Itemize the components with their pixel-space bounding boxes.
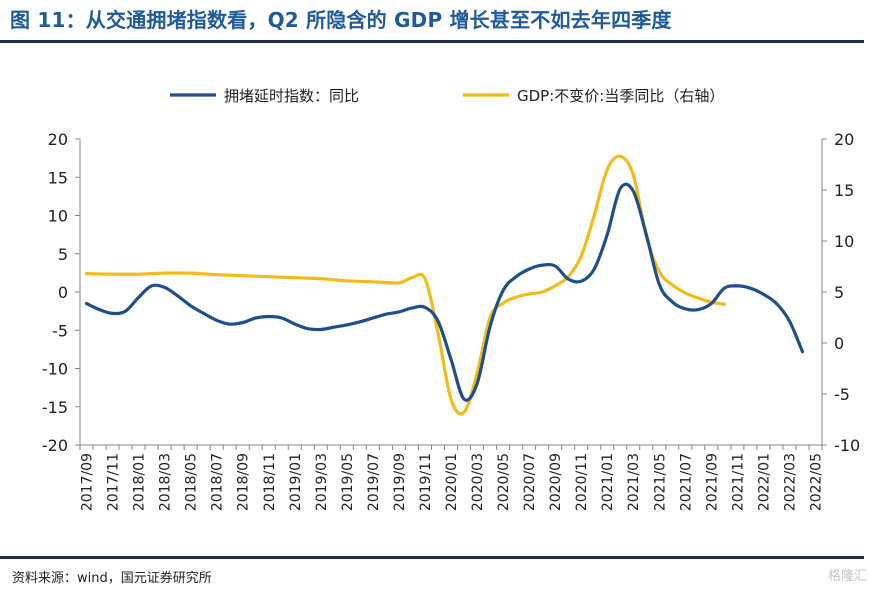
x-tick-label: 2020/03 — [470, 453, 486, 511]
right-tick-label: 5 — [834, 283, 844, 302]
left-tick-label: -10 — [42, 360, 68, 379]
left-tick-label: 15 — [48, 168, 68, 187]
x-tick-label: 2021/11 — [730, 453, 746, 511]
source-note: 资料来源：wind，国元证券研究所 — [12, 571, 212, 586]
right-tick-label: -5 — [834, 385, 850, 404]
x-tick-label: 2020/07 — [522, 453, 538, 511]
x-tick-label: 2019/11 — [418, 453, 434, 511]
x-tick-label: 2018/07 — [210, 453, 226, 511]
right-tick-label: 10 — [834, 232, 854, 251]
x-tick-label: 2020/11 — [574, 453, 590, 511]
chart-title: 图 11：从交通拥堵指数看，Q2 所隐含的 GDP 增长甚至不如去年四季度 — [10, 8, 672, 32]
x-tick-label: 2021/05 — [652, 453, 668, 511]
chart-legend: 拥堵延时指数：同比 GDP:不变价:当季同比（右轴） — [170, 87, 724, 105]
series-lines — [84, 154, 805, 416]
x-tick-label: 2022/01 — [756, 453, 772, 511]
watermark-logo: 格隆汇 — [827, 569, 867, 584]
x-tick-label: 2019/01 — [288, 453, 304, 511]
x-tick-label: 2017/09 — [80, 453, 96, 511]
legend-label: GDP:不变价:当季同比（右轴） — [517, 87, 724, 105]
x-tick-label: 2021/01 — [600, 453, 616, 511]
x-tick-label: 2019/07 — [366, 453, 382, 511]
left-tick-label: 10 — [48, 207, 68, 226]
left-tick-label: -20 — [42, 436, 68, 455]
right-tick-label: 20 — [834, 130, 854, 149]
x-tick-label: 2020/01 — [444, 453, 460, 511]
left-tick-label: -5 — [52, 321, 68, 340]
x-tick-label: 2022/03 — [782, 453, 798, 511]
x-tick-label: 2017/11 — [106, 453, 122, 511]
series-line-gdp — [84, 154, 726, 416]
x-tick-label: 2021/03 — [626, 453, 642, 511]
right-tick-label: 0 — [834, 334, 844, 353]
x-tick-label: 2018/11 — [262, 453, 278, 511]
x-tick-label: 2019/03 — [314, 453, 330, 511]
x-tick-label: 2018/05 — [184, 453, 200, 511]
x-tick-label: 2021/09 — [704, 453, 720, 511]
bottom-divider — [0, 556, 864, 559]
x-tick-label: 2019/09 — [392, 453, 408, 511]
left-tick-label: 20 — [48, 130, 68, 149]
left-tick-label: 5 — [58, 245, 68, 264]
chart-axes: -20 -15 -10 -5 0 5 10 15 20 -10 -5 0 5 10 15 20 2017/09 2… — [42, 130, 860, 511]
line-chart: 拥堵延时指数：同比 GDP:不变价:当季同比（右轴） -20 -15 -10 -5 0 5 1… — [42, 87, 860, 511]
x-tick-label: 2018/01 — [132, 453, 148, 511]
left-tick-label: -15 — [42, 398, 68, 417]
x-tick-label: 2019/05 — [340, 453, 356, 511]
left-tick-label: 0 — [58, 283, 68, 302]
legend-label: 拥堵延时指数：同比 — [224, 87, 359, 105]
x-tick-label: 2018/03 — [158, 453, 174, 511]
top-divider — [0, 40, 864, 43]
x-tick-label: 2021/07 — [678, 453, 694, 511]
right-tick-label: -10 — [834, 436, 860, 455]
x-tick-label: 2020/09 — [548, 453, 564, 511]
x-tick-label: 2022/05 — [808, 453, 824, 511]
x-tick-label: 2020/05 — [496, 453, 512, 511]
series-line-congestion — [84, 182, 805, 402]
right-tick-label: 15 — [834, 181, 854, 200]
x-tick-label: 2018/09 — [236, 453, 252, 511]
